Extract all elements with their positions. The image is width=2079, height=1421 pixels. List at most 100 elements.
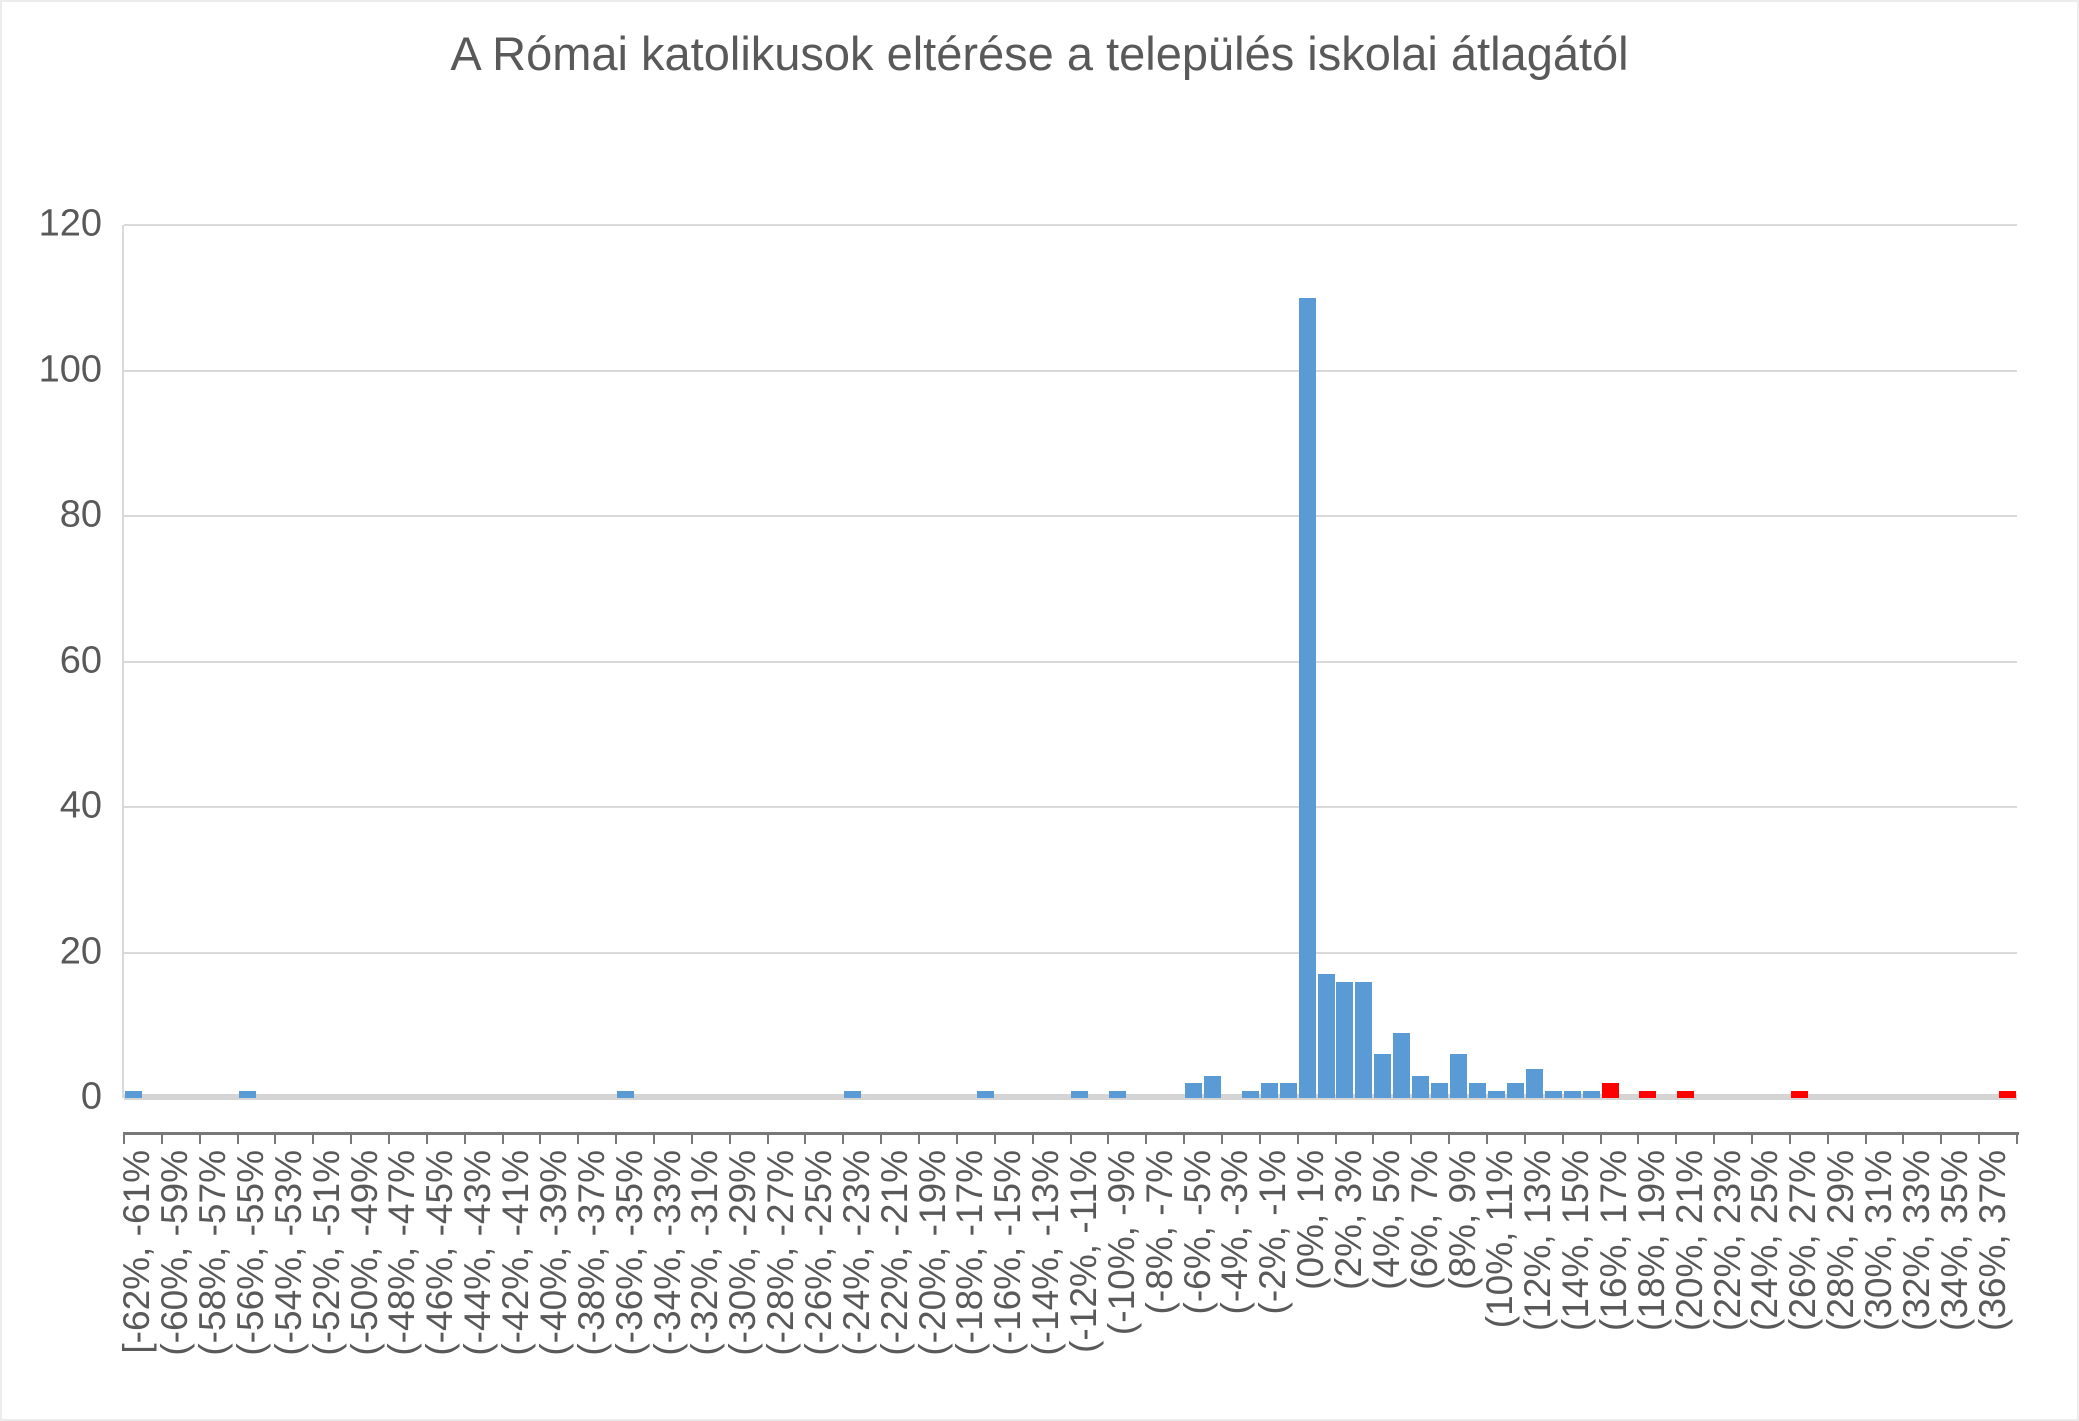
gridline [124,515,2017,517]
histogram-bar [1317,974,1335,1098]
histogram-bar [1999,1090,2017,1098]
histogram-bar [1109,1090,1127,1098]
axis-tick [2016,1132,2018,1144]
x-tick-label: (6%, 7% [1403,1150,1445,1290]
x-tick-label: (14%, 15% [1555,1150,1597,1331]
axis-tick [388,1132,391,1144]
x-tick-label: (16%, 17% [1593,1150,1634,1331]
axis-tick [1978,1132,1981,1144]
axis-tick [993,1132,996,1144]
axis-tick [1750,1132,1753,1144]
axis-tick [728,1132,731,1144]
axis-tick [312,1132,315,1144]
x-tick-label: (-8%, -7% [1138,1150,1180,1315]
histogram-bar [1412,1076,1430,1098]
axis-tick [842,1132,845,1144]
histogram-bar [1185,1083,1203,1098]
axis-tick [1599,1132,1602,1144]
x-tick-label: (28%, 29% [1820,1150,1862,1331]
gridline [124,660,2017,663]
x-tick-label: (-12%, -11% [1062,1150,1104,1353]
histogram-bar [238,1090,256,1098]
y-tick-label: 0 [80,1075,102,1118]
axis-tick [198,1132,201,1144]
histogram-bar [1544,1090,1562,1098]
axis-tick [1902,1132,1905,1144]
x-tick-label: (-60%, -59% [154,1150,196,1356]
x-tick-label: (-20%, -19% [911,1150,953,1356]
x-tick-label: (-32%, -31% [684,1150,726,1356]
axis-tick [1788,1132,1791,1144]
axis-tick [1296,1132,1299,1144]
x-tick-label: (-26%, -25% [797,1150,839,1356]
axis-tick [350,1132,353,1144]
x-tick-label: (26%, 27% [1782,1150,1824,1331]
y-tick-label: 80 [59,493,102,536]
x-tick-label: (-40%, -39% [532,1150,574,1356]
histogram-bar [1374,1054,1392,1098]
gridline [124,224,2017,226]
x-tick-label: (22%, 23% [1706,1150,1748,1331]
axis-tick [539,1132,542,1144]
axis-tick [1713,1132,1716,1144]
axis-tick [501,1132,504,1144]
histogram-bar [1601,1083,1619,1098]
histogram-bar [1336,981,1354,1098]
histogram-bar [1241,1090,1259,1098]
x-tick-label: (-24%, -23% [835,1150,877,1356]
x-tick-label: [-62%, -61% [116,1150,158,1354]
x-tick-label: (-10%, -9% [1100,1150,1142,1336]
axis-tick [690,1132,693,1144]
axis-tick [1183,1132,1186,1144]
x-tick-label: (20%, 21% [1668,1150,1710,1331]
y-axis-line [122,225,124,1098]
axis-tick [1826,1132,1829,1144]
axis-tick [123,1132,125,1144]
axis-tick [804,1132,807,1144]
axis-tick [653,1132,656,1144]
x-tick-label: (-16%, -15% [987,1150,1029,1356]
axis-tick [274,1132,277,1144]
axis-tick [425,1132,428,1144]
histogram-bar [976,1090,994,1098]
x-tick-label: (36%, 37% [1971,1150,2013,1331]
x-tick-label: (-30%, -29% [722,1150,764,1356]
histogram-bar [1450,1054,1468,1098]
y-tick-label: 60 [59,639,102,682]
x-tick-label: (-18%, -17% [949,1150,991,1356]
x-tick-label: (18%, 19% [1630,1150,1672,1331]
x-tick-label: (-56%, -55% [230,1150,272,1356]
gridline [124,369,2017,372]
axis-tick [1675,1132,1678,1144]
axis-tick [1864,1132,1867,1144]
axis-tick [1637,1132,1640,1144]
x-tick-label: (-14%, -13% [1025,1150,1067,1356]
histogram-bar [1279,1083,1297,1098]
histogram-bar [1677,1090,1695,1098]
x-tick-label: (12%, 13% [1517,1150,1559,1331]
chart-title: A Római katolikusok eltérése a település… [450,27,1629,80]
histogram-bar [1506,1083,1524,1098]
x-axis-baseline [124,1094,2017,1100]
axis-tick [880,1132,883,1144]
x-tick-label: (-6%, -5% [1176,1150,1218,1315]
axis-tick [1031,1132,1034,1144]
x-tick-label: (-44%, -43% [457,1150,499,1356]
x-tick-label: (30%, 31% [1858,1150,1900,1331]
axis-tick [1448,1132,1451,1144]
axis-tick [1220,1132,1223,1144]
histogram-bar [1639,1090,1657,1098]
histogram-bar [1468,1083,1486,1098]
histogram-bar [124,1090,142,1098]
histogram-bar [1393,1032,1411,1098]
axis-tick [160,1132,163,1144]
histogram-bar [1582,1090,1600,1098]
x-tick-label: (2%, 3% [1327,1150,1369,1290]
histogram-bar [1071,1090,1089,1098]
axis-tick [1334,1132,1337,1144]
axis-tick [1107,1132,1110,1144]
histogram-bar [844,1090,862,1098]
histogram-bar [1790,1090,1808,1098]
axis-tick [1940,1132,1943,1144]
